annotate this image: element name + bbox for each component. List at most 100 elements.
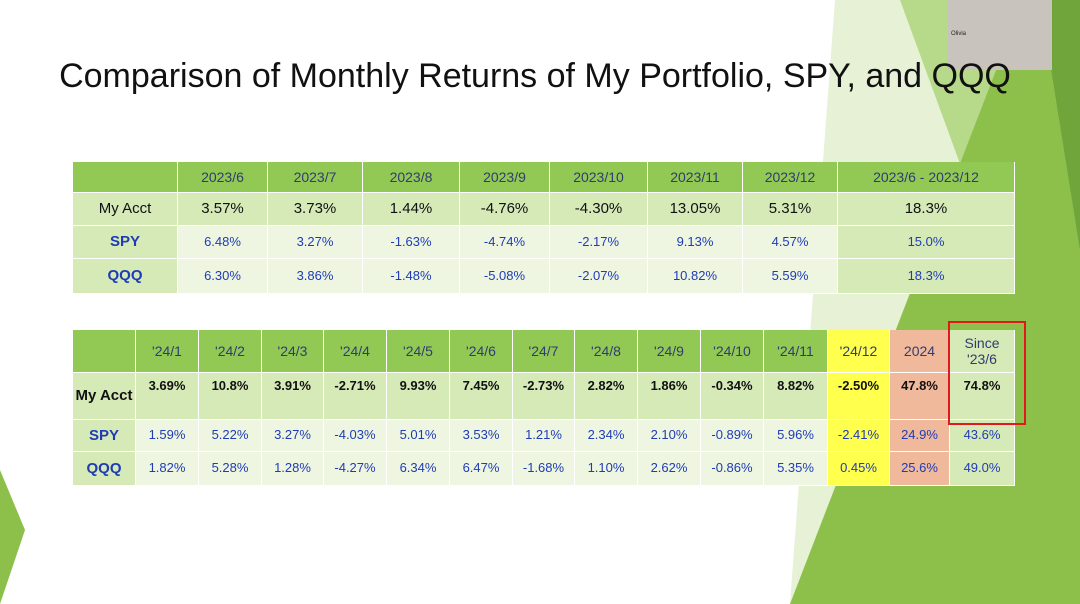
return-value: 15.0%: [838, 226, 1015, 259]
column-header: '24/4: [324, 330, 387, 373]
return-value: -0.89%: [701, 420, 764, 452]
column-header: '24/1: [136, 330, 199, 373]
return-value: 74.8%: [950, 373, 1015, 420]
return-value: 2.10%: [638, 420, 701, 452]
return-value: 13.05%: [648, 193, 743, 226]
return-value: -4.27%: [324, 452, 387, 486]
return-value: 49.0%: [950, 452, 1015, 486]
column-header: '24/3: [262, 330, 324, 373]
return-value: 10.8%: [199, 373, 262, 420]
return-value: 5.22%: [199, 420, 262, 452]
column-header: '24/9: [638, 330, 701, 373]
return-value: -0.86%: [701, 452, 764, 486]
column-header: 2023/8: [363, 162, 460, 193]
return-value: 1.21%: [513, 420, 575, 452]
column-header: '24/11: [764, 330, 828, 373]
webcam-video: [948, 0, 1052, 70]
return-value: -2.73%: [513, 373, 575, 420]
return-value: 5.01%: [387, 420, 450, 452]
column-header: '24/5: [387, 330, 450, 373]
column-header: 2023/12: [743, 162, 838, 193]
row-label: My Acct: [73, 373, 136, 420]
return-value: 7.45%: [450, 373, 513, 420]
participant-name: Olivia: [951, 31, 967, 37]
return-value: 1.28%: [262, 452, 324, 486]
row-label: QQQ: [73, 452, 136, 486]
return-value: 5.35%: [764, 452, 828, 486]
return-value: -1.48%: [363, 259, 460, 294]
row-label: My Acct: [73, 193, 178, 226]
return-value: 4.57%: [743, 226, 838, 259]
return-value: 3.86%: [268, 259, 363, 294]
return-value: 3.27%: [262, 420, 324, 452]
return-value: 1.44%: [363, 193, 460, 226]
return-value: 2.34%: [575, 420, 638, 452]
return-value: 5.28%: [199, 452, 262, 486]
return-value: -2.71%: [324, 373, 387, 420]
column-header: 2023/6: [178, 162, 268, 193]
return-value: -2.41%: [828, 420, 890, 452]
header-corner: [73, 330, 136, 373]
column-header: '24/7: [513, 330, 575, 373]
return-value: -4.30%: [550, 193, 648, 226]
column-header: 2023/10: [550, 162, 648, 193]
return-value: 3.53%: [450, 420, 513, 452]
return-value: 18.3%: [838, 259, 1015, 294]
return-value: 0.45%: [828, 452, 890, 486]
column-header: 2023/7: [268, 162, 363, 193]
return-value: -1.63%: [363, 226, 460, 259]
return-value: 1.86%: [638, 373, 701, 420]
return-value: 2.62%: [638, 452, 701, 486]
column-header: '24/2: [199, 330, 262, 373]
column-header: '24/10: [701, 330, 764, 373]
return-value: 10.82%: [648, 259, 743, 294]
header-corner: [73, 162, 178, 193]
return-value: -4.76%: [460, 193, 550, 226]
return-value: 9.13%: [648, 226, 743, 259]
return-value: 6.34%: [387, 452, 450, 486]
return-value: 25.6%: [890, 452, 950, 486]
return-value: 3.69%: [136, 373, 199, 420]
return-value: 1.10%: [575, 452, 638, 486]
return-value: -2.17%: [550, 226, 648, 259]
return-value: 3.57%: [178, 193, 268, 226]
column-header: '24/6: [450, 330, 513, 373]
row-label: SPY: [73, 226, 178, 259]
column-header: 2023/11: [648, 162, 743, 193]
column-header: 2024: [890, 330, 950, 373]
return-value: -5.08%: [460, 259, 550, 294]
return-value: -1.68%: [513, 452, 575, 486]
column-header: 2023/6 - 2023/12: [838, 162, 1015, 193]
return-value: -2.07%: [550, 259, 648, 294]
return-value: 43.6%: [950, 420, 1015, 452]
row-label: SPY: [73, 420, 136, 452]
return-value: -4.74%: [460, 226, 550, 259]
return-value: 6.47%: [450, 452, 513, 486]
return-value: 18.3%: [838, 193, 1015, 226]
return-value: 9.93%: [387, 373, 450, 420]
return-value: -4.03%: [324, 420, 387, 452]
return-value: 6.30%: [178, 259, 268, 294]
return-value: 6.48%: [178, 226, 268, 259]
return-value: -2.50%: [828, 373, 890, 420]
column-header: '24/8: [575, 330, 638, 373]
return-value: 5.96%: [764, 420, 828, 452]
return-value: 2.82%: [575, 373, 638, 420]
return-value: 5.31%: [743, 193, 838, 226]
return-value: 47.8%: [890, 373, 950, 420]
return-value: 3.91%: [262, 373, 324, 420]
return-value: 24.9%: [890, 420, 950, 452]
column-header: Since '23/6: [950, 330, 1015, 373]
return-value: 3.73%: [268, 193, 363, 226]
return-value: 5.59%: [743, 259, 838, 294]
column-header: 2023/9: [460, 162, 550, 193]
column-header: '24/12: [828, 330, 890, 373]
highlight-box: [948, 321, 1026, 425]
row-label: QQQ: [73, 259, 178, 294]
return-value: 1.82%: [136, 452, 199, 486]
return-value: 3.27%: [268, 226, 363, 259]
return-value: 1.59%: [136, 420, 199, 452]
slide-title: Comparison of Monthly Returns of My Port…: [59, 57, 1011, 95]
return-value: -0.34%: [701, 373, 764, 420]
